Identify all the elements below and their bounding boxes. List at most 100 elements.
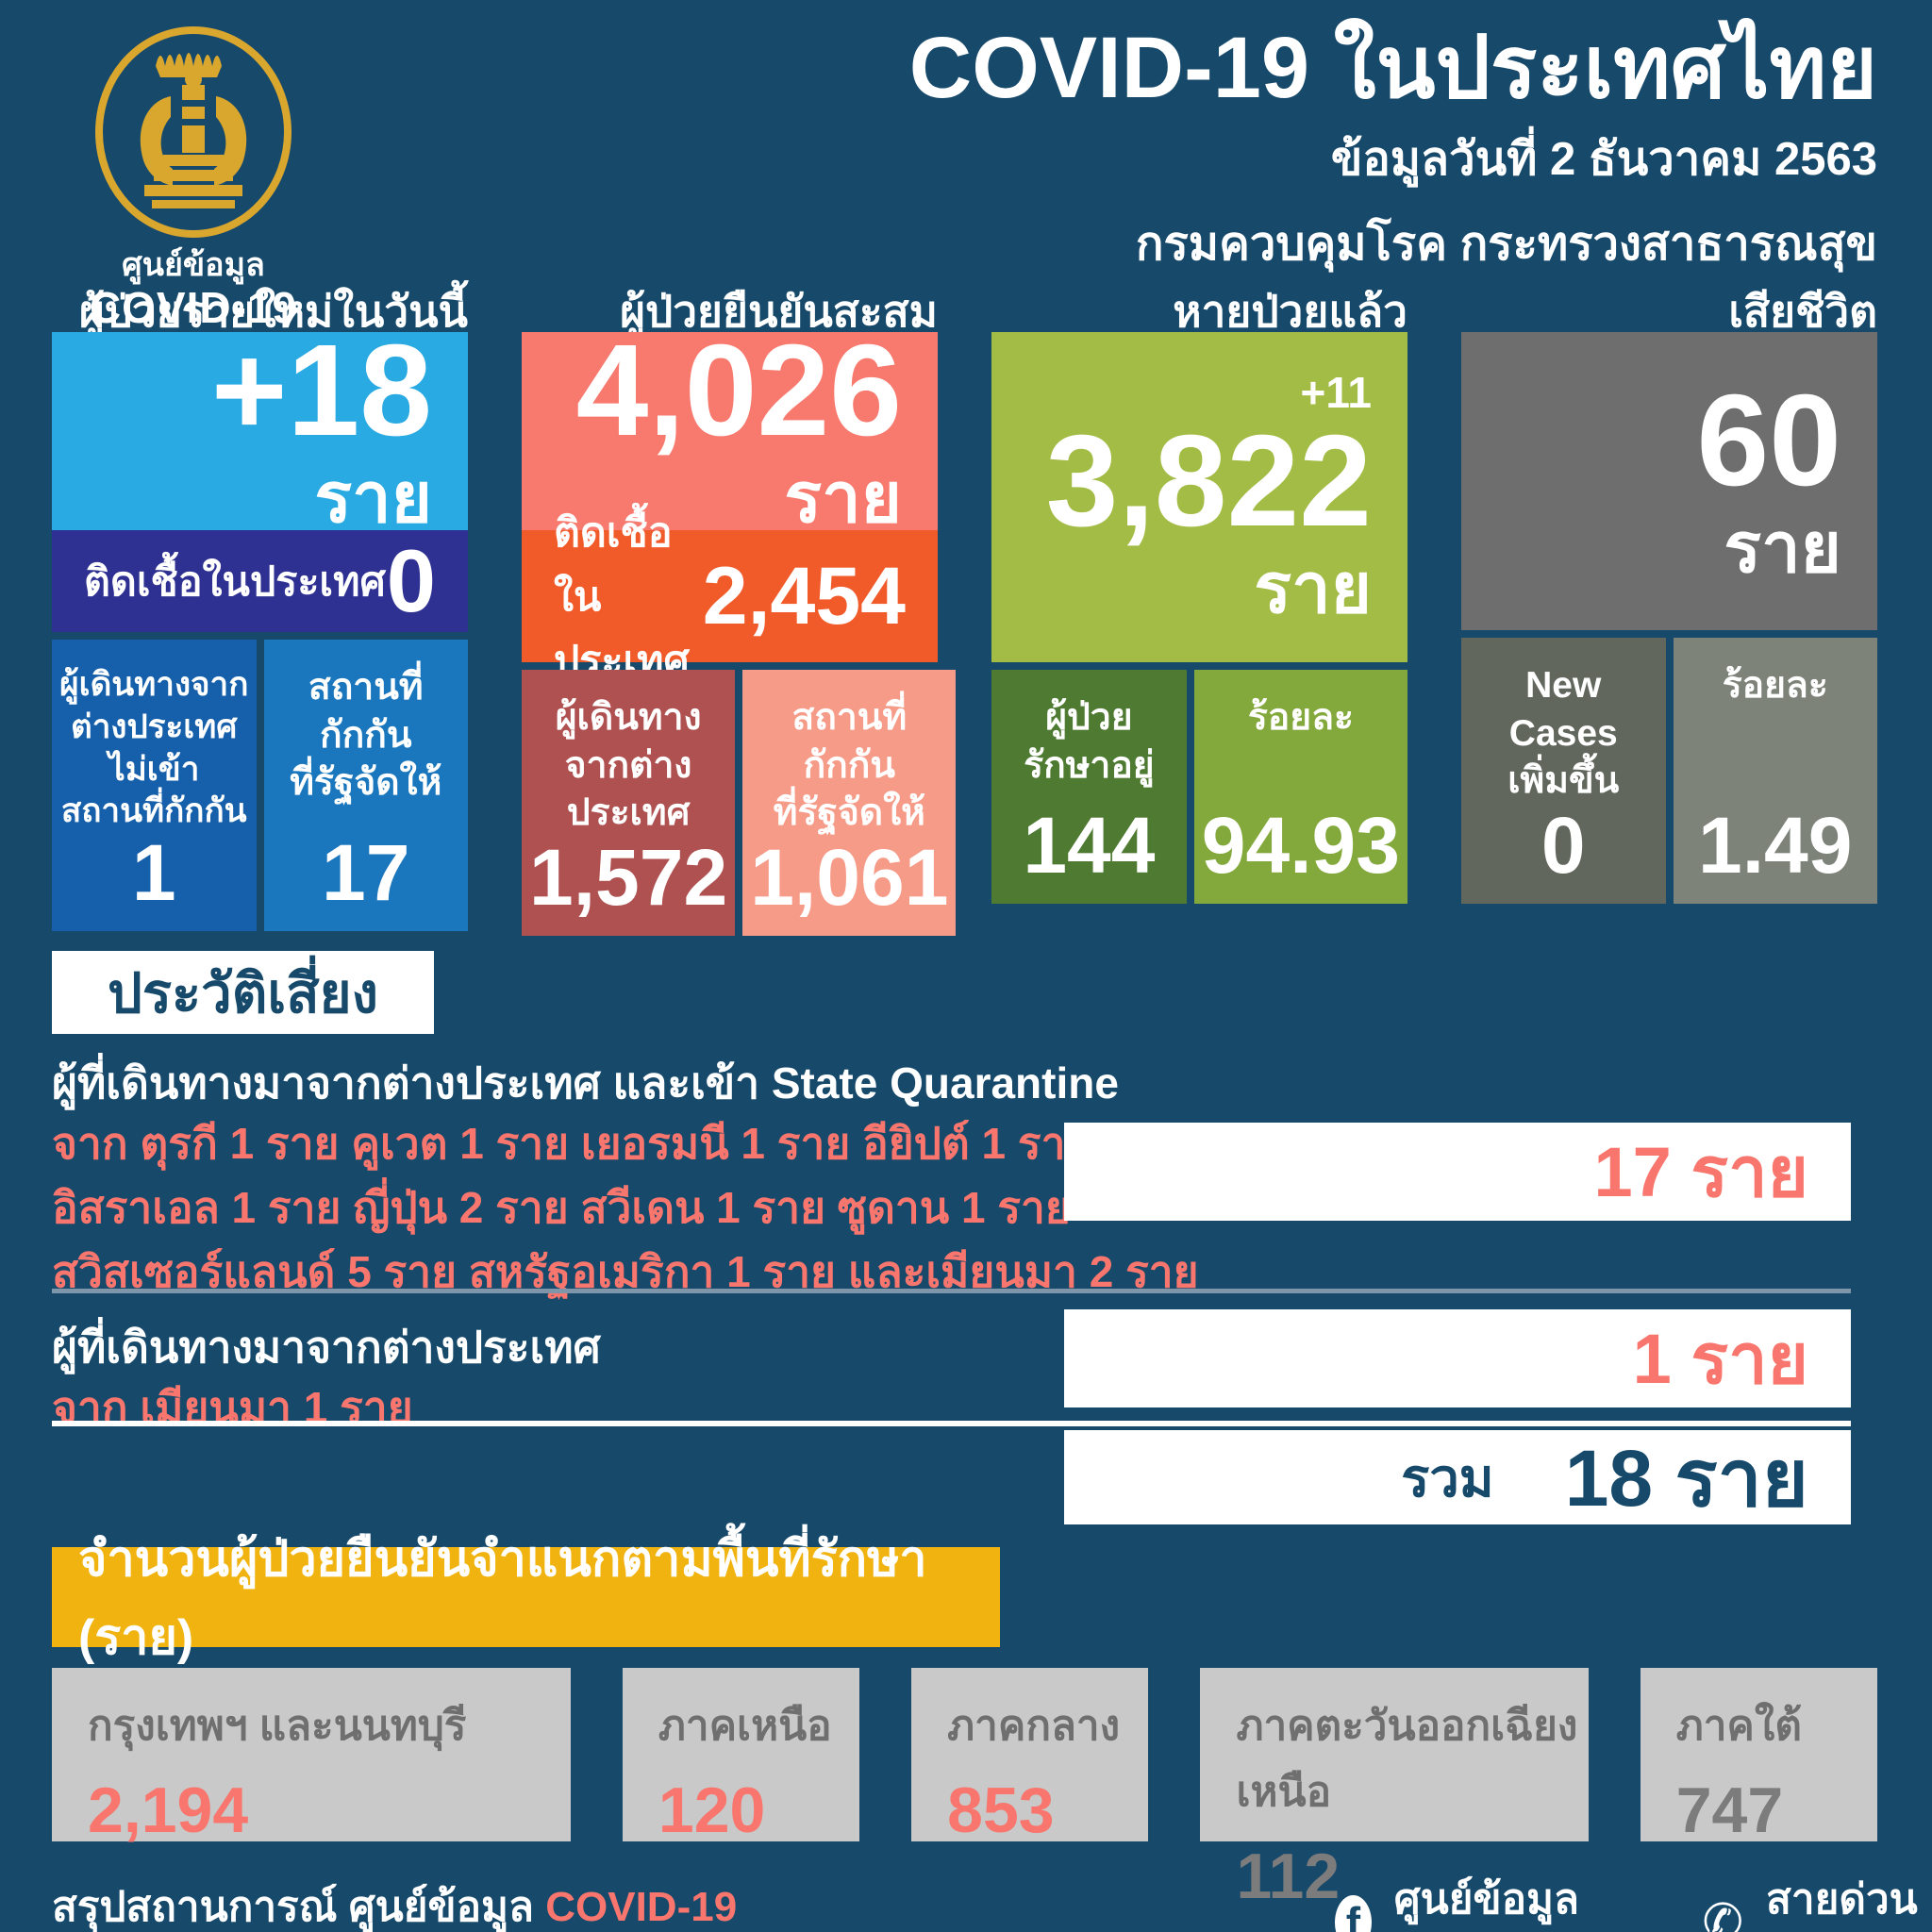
footer-summary: สรุปสถานการณ์ ศูนย์ข้อมูล COVID-19 bbox=[52, 1874, 737, 1932]
recovered-percent-box: ร้อยละ 94.93 bbox=[1193, 670, 1407, 904]
stat-cards-row: +18 ราย ติดเชื้อในประเทศ 0 ผู้เดินทางจาก… bbox=[52, 318, 1877, 937]
regions-row: กรุงเทพฯ และนนทบุรี 2,194 ภาคเหนือ 120 ภ… bbox=[52, 1668, 1877, 1912]
page-title: COVID-19 ในประเทศไทย bbox=[908, 20, 1877, 116]
header-titles: COVID-19 ในประเทศไทย ข้อมูลวันที่ 2 ธันว… bbox=[908, 20, 1877, 280]
hotline-label: สายด่วน 1111 bbox=[1766, 1876, 1918, 1923]
footer-summary-accent: COVID-19 bbox=[545, 1884, 738, 1930]
travellers-no-quarantine-value: 1 bbox=[131, 828, 176, 918]
department-name: กรมควบคุมโรค กระทรวงสาธารณสุข bbox=[1135, 219, 1877, 271]
new-cases-card: +18 ราย ติดเชื้อในประเทศ 0 ผู้เดินทางจาก… bbox=[52, 318, 468, 932]
agency-logo-block: ศูนย์ข้อมูล COVID-19 bbox=[80, 26, 307, 333]
new-cases-card-title: ผู้ป่วยรายใหม่ในวันนี้ bbox=[78, 287, 468, 336]
new-cases-unit: ราย bbox=[314, 458, 432, 537]
risk-separator-2 bbox=[52, 1421, 1851, 1426]
domestic-label: ติดเชื้อในประเทศ bbox=[554, 510, 690, 684]
region-label: ภาคตะวันออกเฉียงเหนือ bbox=[1236, 1703, 1578, 1815]
travellers-no-quarantine-label: ผู้เดินทางจาก ต่างประเทศ ไม่เข้า สถานที่… bbox=[59, 666, 249, 830]
deaths-breakdown: New Cases เพิ่มขึ้น 0 ร้อยละ 1.49 bbox=[1461, 637, 1877, 904]
card-headers-row: ผู้ป่วยรายใหม่ในวันนี้ ผู้ป่วยยืนยันสะสม… bbox=[52, 277, 1877, 346]
risk-group2-count: 1 ราย bbox=[1064, 1309, 1851, 1407]
cumulative-card: 4,026 ราย ติดเชื้อในประเทศ 2,454 ผู้เดิน… bbox=[522, 318, 957, 937]
logo-caption-line1: ศูนย์ข้อมูล bbox=[122, 247, 265, 283]
phone-icon: ✆ bbox=[1702, 1895, 1744, 1932]
region-south-box: ภาคใต้ 747 bbox=[1640, 1668, 1877, 1846]
footer-summary-text: สรุปสถานการณ์ ศูนย์ข้อมูล bbox=[52, 1884, 546, 1930]
facebook-icon: f bbox=[1335, 1895, 1372, 1932]
recovered-delta: +11 bbox=[1300, 368, 1373, 418]
percent-label: ร้อยละ bbox=[1247, 697, 1354, 738]
recovered-breakdown: ผู้ป่วย รักษาอยู่ 144 ร้อยละ 94.93 bbox=[991, 670, 1407, 904]
cumulative-unit: ราย bbox=[784, 458, 902, 537]
percent-value: 1.49 bbox=[1698, 801, 1853, 890]
deaths-new-cases-box: New Cases เพิ่มขึ้น 0 bbox=[1461, 637, 1666, 904]
region-bangkok-box: กรุงเทพฯ และนนทบุรี 2,194 bbox=[52, 1668, 571, 1846]
travellers-abroad-value: 1,572 bbox=[529, 833, 728, 923]
state-quarantine-label: สถานที่ กักกัน ที่รัฐจัดให้ bbox=[290, 667, 442, 804]
garuda-emblem-logo bbox=[90, 26, 297, 245]
recovered-value: 3,822 bbox=[1045, 408, 1372, 555]
travellers-abroad-box: ผู้เดินทาง จากต่างประเทศ 1,572 bbox=[522, 670, 736, 937]
percent-label: ร้อยละ bbox=[1722, 664, 1828, 706]
recovered-main: +11 3,822 ราย bbox=[991, 332, 1407, 662]
recovered-card-title: หายป่วยแล้ว bbox=[1173, 287, 1407, 336]
still-treated-value: 144 bbox=[1023, 801, 1156, 890]
still-treated-label: ผู้ป่วย รักษาอยู่ bbox=[1024, 697, 1155, 786]
risk-history-title: ประวัติเสี่ยง bbox=[52, 951, 434, 1034]
travellers-no-quarantine-box: ผู้เดินทางจาก ต่างประเทศ ไม่เข้า สถานที่… bbox=[52, 640, 257, 932]
new-cases-main: +18 ราย bbox=[52, 318, 468, 537]
region-value: 853 bbox=[947, 1774, 1055, 1846]
region-value: 112 bbox=[1236, 1840, 1341, 1912]
deaths-card: 60 ราย New Cases เพิ่มขึ้น 0 ร้อยละ 1.49 bbox=[1461, 332, 1877, 904]
risk-group1-detail: จาก ตุรกี 1 ราย คูเวต 1 ราย เยอรมนี 1 รา… bbox=[52, 1119, 1199, 1297]
facebook-page-label: ศูนย์ข้อมูล COVID-19 bbox=[1393, 1876, 1579, 1923]
region-central-box: ภาคกลาง 853 bbox=[911, 1668, 1149, 1846]
new-cases-value: +18 bbox=[210, 318, 432, 464]
state-quarantine-box: สถานที่ กักกัน ที่รัฐจัดให้ 1,061 bbox=[742, 670, 957, 937]
deaths-main: 60 ราย bbox=[1461, 332, 1877, 630]
risk-group1-heading: ผู้ที่เดินทางมาจากต่างประเทศ และเข้า Sta… bbox=[52, 1058, 1119, 1108]
new-cases-domestic-row: ติดเชื้อในประเทศ 0 bbox=[52, 530, 468, 632]
deaths-unit: ราย bbox=[1724, 508, 1841, 587]
percent-value: 94.93 bbox=[1201, 801, 1400, 890]
total-count: 18 ราย bbox=[1564, 1434, 1808, 1523]
state-quarantine-label: สถานที่ กักกัน ที่รัฐจัดให้ bbox=[773, 697, 925, 834]
cumulative-breakdown: ผู้เดินทาง จากต่างประเทศ 1,572 สถานที่ ก… bbox=[522, 670, 957, 937]
risk-total-box: รวม 18 ราย bbox=[1064, 1430, 1851, 1524]
state-quarantine-value: 17 bbox=[322, 828, 410, 918]
data-date: ข้อมูลวันที่ 2 ธันวาคม 2563 bbox=[1330, 134, 1877, 186]
domestic-value: 0 bbox=[386, 531, 436, 630]
recovered-unit: ราย bbox=[1254, 548, 1372, 627]
new-cases-breakdown: ผู้เดินทางจาก ต่างประเทศ ไม่เข้า สถานที่… bbox=[52, 640, 468, 932]
cumulative-domestic-row: ติดเชื้อในประเทศ 2,454 bbox=[522, 510, 938, 684]
state-quarantine-value: 1,061 bbox=[750, 833, 949, 923]
deaths-card-title: เสียชีวิต bbox=[1728, 287, 1877, 336]
risk-separator-1 bbox=[52, 1289, 1851, 1293]
cumulative-value: 4,026 bbox=[575, 318, 902, 464]
region-label: กรุงเทพฯ และนนทบุรี bbox=[88, 1703, 467, 1749]
deaths-new-cases-label: New Cases เพิ่มขึ้น bbox=[1507, 664, 1620, 802]
deaths-value: 60 bbox=[1696, 368, 1842, 514]
region-label: ภาคใต้ bbox=[1675, 1703, 1802, 1749]
region-value: 120 bbox=[658, 1774, 766, 1846]
region-northeast-box: ภาคตะวันออกเฉียงเหนือ 112 bbox=[1200, 1668, 1589, 1912]
region-value: 2,194 bbox=[88, 1774, 249, 1846]
risk-group1-count: 17 ราย bbox=[1064, 1123, 1851, 1221]
cumulative-main: 4,026 ราย bbox=[522, 318, 938, 537]
travellers-abroad-label: ผู้เดินทาง จากต่างประเทศ bbox=[555, 697, 702, 834]
region-label: ภาคเหนือ bbox=[658, 1703, 832, 1749]
risk-group2-heading: ผู้ที่เดินทางมาจากต่างประเทศ bbox=[52, 1323, 601, 1372]
deaths-new-cases-value: 0 bbox=[1541, 801, 1586, 890]
cumulative-card-title: ผู้ป่วยยืนยันสะสม bbox=[620, 287, 938, 336]
still-treated-box: ผู้ป่วย รักษาอยู่ 144 bbox=[991, 670, 1187, 904]
recovered-card: +11 3,822 ราย ผู้ป่วย รักษาอยู่ 144 ร้อย… bbox=[991, 332, 1407, 904]
deaths-percent-box: ร้อยละ 1.49 bbox=[1673, 637, 1877, 904]
region-label: ภาคกลาง bbox=[947, 1703, 1121, 1749]
state-quarantine-box: สถานที่ กักกัน ที่รัฐจัดให้ 17 bbox=[263, 640, 468, 932]
region-north-box: ภาคเหนือ 120 bbox=[622, 1668, 860, 1846]
domestic-label: ติดเชื้อในประเทศ bbox=[84, 559, 386, 605]
region-value: 747 bbox=[1675, 1774, 1784, 1846]
regions-section-title: จำนวนผู้ป่วยยืนยันจำแนกตามพื้นที่รักษา (… bbox=[52, 1532, 1000, 1665]
total-label: รวม bbox=[1401, 1447, 1494, 1507]
domestic-value: 2,454 bbox=[702, 550, 906, 641]
